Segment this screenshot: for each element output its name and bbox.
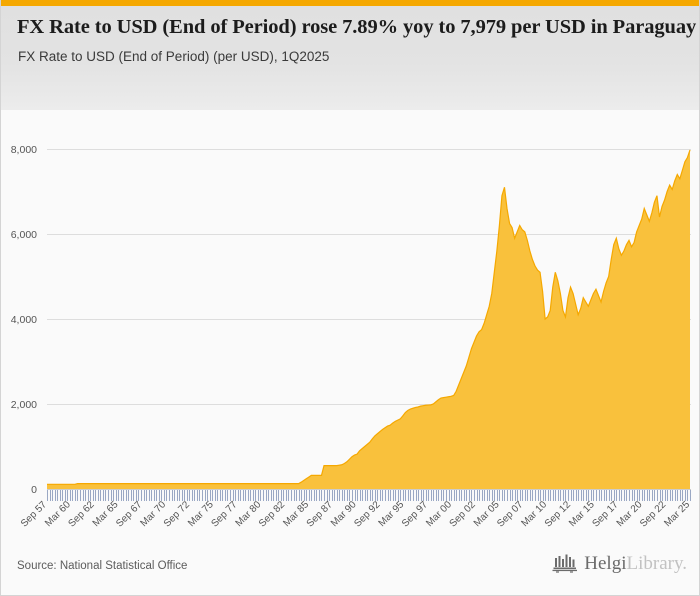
y-axis-tick-label: 4,000	[11, 314, 37, 326]
x-axis-tick-label: Sep 17	[591, 499, 621, 529]
brand-wordmark: HelgiLibrary.	[584, 554, 687, 573]
x-axis-tick-label: Sep 07	[495, 499, 525, 529]
brand-dot-text: .	[682, 552, 687, 574]
x-axis-tick-label: Sep 22	[638, 499, 668, 529]
x-axis-tick-label: Sep 92	[352, 499, 382, 529]
brand-logo[interactable]: HelgiLibrary.	[552, 553, 687, 573]
x-axis-tick-label: Sep 97	[400, 499, 430, 529]
x-axis-tick-label: Sep 77	[209, 499, 239, 529]
x-axis-tick-label: Sep 57	[19, 499, 49, 529]
top-accent-bar	[1, 0, 699, 6]
y-axis-labels-group: 0 2,000 4,000 6,000 8,000	[11, 144, 37, 496]
helgi-library-building-icon	[552, 554, 578, 573]
x-axis-tick-label: Mar 25	[662, 499, 692, 529]
x-axis-tick-label: Sep 62	[67, 499, 97, 529]
y-axis-tick-label: 6,000	[11, 229, 37, 241]
chart-subtitle: FX Rate to USD (End of Period) (per USD)…	[18, 49, 330, 64]
x-axis-tick-label: Sep 87	[305, 499, 335, 529]
chart-header: FX Rate to USD (End of Period) rose 7.89…	[1, 6, 699, 110]
x-axis-tickmarks-group	[47, 490, 691, 501]
y-axis-tick-label: 2,000	[11, 399, 37, 411]
chart-footer: Source: National Statistical Office He	[1, 545, 699, 595]
x-axis-tick-label: Sep 12	[543, 499, 573, 529]
x-axis-tick-label: Sep 82	[257, 499, 287, 529]
brand-helgi-text: Helgi	[584, 552, 627, 574]
y-axis-tick-label: 0	[31, 484, 37, 496]
plot-area: 0 2,000 4,000 6,000 8,000 Sep 57 Mar 60 Sep 62…	[1, 110, 700, 545]
y-axis-tick-label: 8,000	[11, 144, 37, 156]
x-axis-tick-label: Sep 67	[114, 499, 144, 529]
series-area-fill	[47, 149, 690, 489]
brand-library-text: Library	[626, 552, 683, 574]
x-axis-tick-label: Sep 02	[448, 499, 478, 529]
series-line	[47, 149, 691, 485]
source-note: Source: National Statistical Office	[17, 560, 188, 572]
page-title: FX Rate to USD (End of Period) rose 7.89…	[17, 16, 699, 38]
x-axis-tick-label: Sep 72	[162, 499, 192, 529]
